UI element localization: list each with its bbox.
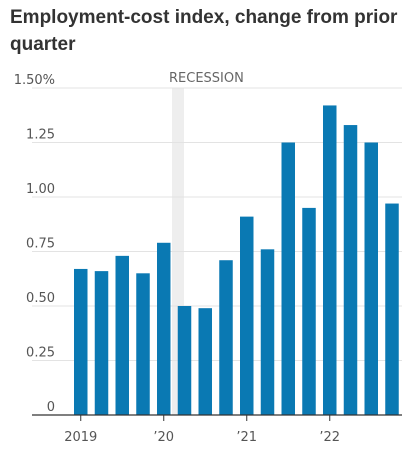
bar	[94, 271, 109, 415]
y-tick-label: 1.50%	[14, 73, 55, 88]
bar	[364, 142, 378, 415]
y-tick-label: 0.75	[26, 237, 55, 252]
bar	[281, 142, 295, 415]
bar	[115, 255, 129, 415]
x-tick-label: 2019	[64, 430, 97, 445]
y-tick-label: 0.50	[26, 291, 55, 306]
x-axis	[32, 414, 402, 421]
x-tick-label: ’21	[236, 430, 257, 445]
bar	[177, 306, 192, 415]
bars	[74, 105, 399, 415]
bar	[219, 260, 233, 415]
bar	[343, 125, 358, 415]
x-tick-label: ’22	[319, 430, 340, 445]
bar	[260, 249, 275, 415]
x-tick-label: ’20	[153, 430, 174, 445]
tick-labels: RECESSION 1.50% 1.25 1.00 0.75 0.50 0.25 0 2019 ’…	[14, 71, 340, 445]
bar	[74, 268, 88, 415]
y-tick-label: 0	[47, 400, 55, 415]
y-tick-label: 1.25	[26, 128, 55, 143]
chart-title: Employment-cost index, change from prior…	[10, 7, 398, 55]
bar	[240, 216, 254, 415]
gridlines	[32, 87, 402, 361]
bar	[385, 203, 399, 415]
bar	[302, 207, 316, 415]
y-tick-label: 0.25	[26, 346, 55, 361]
y-tick-label: 1.00	[26, 182, 55, 197]
bar	[136, 273, 150, 415]
recession-label: RECESSION	[169, 71, 244, 86]
bar	[198, 308, 212, 415]
bar	[157, 242, 171, 415]
bar	[323, 105, 337, 415]
